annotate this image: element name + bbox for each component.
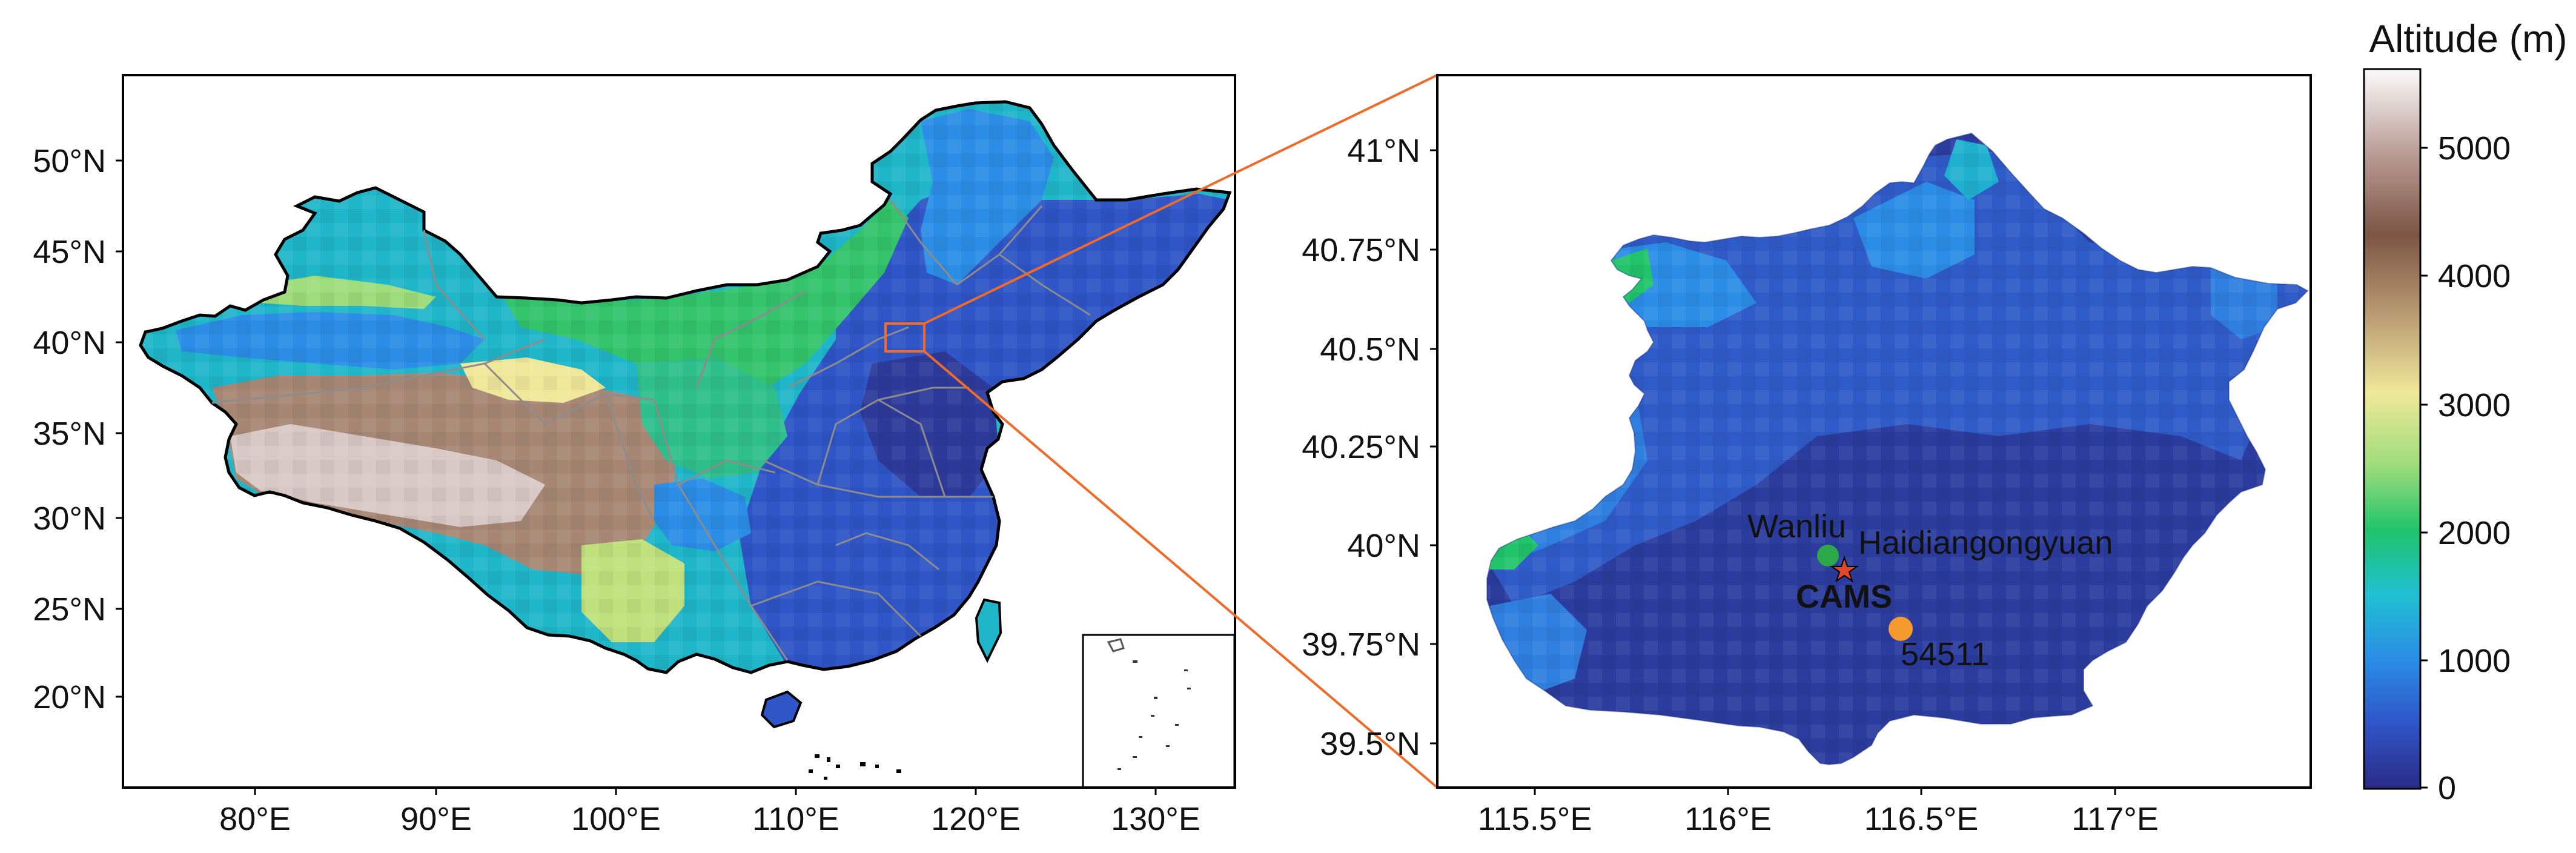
left-x-tick-label: 130°E — [1111, 801, 1200, 837]
right-y-tick-label: 41°N — [1347, 133, 1420, 169]
left-x-tick-label: 110°E — [752, 801, 839, 837]
right-x-tick-label: 116°E — [1684, 801, 1772, 837]
hainan-island — [760, 690, 803, 729]
left-x-tick-label: 90°E — [400, 801, 472, 837]
right-x-tick-label: 115.5°E — [1478, 801, 1592, 837]
colorbar-title: Altitude (m) — [2369, 17, 2567, 61]
wanliu-label: Wanliu — [1747, 508, 1846, 545]
right-y-tick-label: 40.75°N — [1302, 232, 1420, 268]
right-y-tick-label: 40.25°N — [1302, 429, 1420, 465]
colorbar-ramp — [2363, 68, 2422, 790]
altitude-colorbar: Altitude (m) 5000 4000 3000 2000 1000 0 — [2363, 17, 2568, 806]
left-y-tick-label: 45°N — [33, 234, 106, 270]
zoom-connector-lines — [923, 74, 1439, 789]
left-y-tick-label: 30°N — [33, 500, 106, 537]
beijing-selection-box — [884, 322, 925, 353]
colorbar-tick-label: 5000 — [2438, 130, 2511, 167]
south-china-sea-inset — [1082, 634, 1236, 789]
right-x-tick-label: 116.5°E — [1864, 801, 1979, 837]
south-sea-islands — [809, 754, 901, 780]
left-x-tick-label: 80°E — [219, 801, 291, 837]
wanliu-marker — [1817, 545, 1839, 566]
left-y-tick-label: 40°N — [33, 325, 106, 361]
colorbar-tick-label: 3000 — [2438, 387, 2511, 423]
right-map-border — [1436, 74, 2312, 789]
taiwan-island — [975, 598, 1002, 663]
colorbar-tick-label: 2000 — [2438, 515, 2511, 551]
station-54511-label: 54511 — [1901, 636, 1989, 672]
cams-label: CAMS — [1796, 579, 1892, 615]
colorbar-tick-label: 4000 — [2438, 258, 2511, 294]
colorbar-tick-label: 1000 — [2438, 643, 2511, 679]
left-map-border — [122, 74, 1236, 789]
left-y-tick-label: 20°N — [33, 679, 106, 715]
left-map-panel: 80°E 90°E 100°E 110°E 120°E 130°E 50°N 4… — [33, 74, 1236, 837]
right-y-tick-label: 39.75°N — [1302, 626, 1420, 663]
right-y-tick-label: 40.5°N — [1320, 331, 1420, 368]
left-x-tick-label: 120°E — [931, 801, 1021, 837]
province-borders — [211, 199, 1091, 661]
right-x-tick-label: 117°E — [2071, 801, 2159, 837]
right-map-panel: Wanliu Haidiangongyuan CAMS 54511 115.5°… — [1302, 74, 2312, 837]
cams-star-marker — [1829, 555, 1859, 583]
left-tick-marks — [116, 159, 1157, 795]
right-y-tick-label: 40°N — [1347, 528, 1420, 564]
haidiangongyuan-label: Haidiangongyuan — [1858, 525, 2113, 561]
colorbar-tick-label: 0 — [2438, 770, 2456, 806]
left-y-tick-label: 35°N — [33, 416, 106, 452]
left-x-tick-label: 100°E — [571, 801, 661, 837]
right-tick-marks — [1430, 149, 2116, 795]
right-y-tick-label: 39.5°N — [1320, 726, 1420, 762]
left-y-tick-label: 50°N — [33, 143, 106, 179]
station-54511-marker — [1889, 617, 1913, 641]
left-y-tick-label: 25°N — [33, 591, 106, 628]
